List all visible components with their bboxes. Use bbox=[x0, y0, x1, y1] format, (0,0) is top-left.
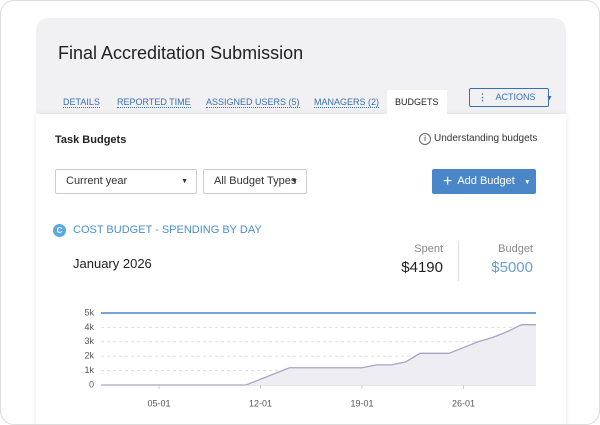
filter-dropdown[interactable]: Current year ▼ bbox=[55, 169, 197, 194]
line bbox=[101, 324, 536, 386]
spent-label: Spent bbox=[414, 243, 443, 255]
y-tick-label: 1k bbox=[84, 365, 94, 375]
y-tick-label: 5k bbox=[84, 307, 94, 317]
y-tick-label: 4k bbox=[84, 322, 94, 332]
filter-text: Current year bbox=[66, 175, 128, 187]
y-tick-label: 0 bbox=[89, 379, 94, 389]
x-tick-label: 26-01 bbox=[452, 398, 475, 408]
filter-text: All Budget Types bbox=[214, 175, 297, 187]
spent-value: $4190 bbox=[401, 259, 443, 276]
divider bbox=[458, 241, 459, 281]
actions-label: ACTIONS bbox=[495, 92, 536, 102]
budget-label: Budget bbox=[498, 243, 533, 255]
badge: C bbox=[53, 224, 66, 237]
actions-button[interactable]: ⋮ ACTIONS ▼ bbox=[469, 88, 553, 107]
tab[interactable]: REPORTED TIME bbox=[117, 97, 191, 108]
filter-dropdown[interactable]: All Budget Types ▼ bbox=[203, 169, 307, 194]
add-button[interactable]: + Add Budget ▼ bbox=[432, 169, 536, 194]
help-link[interactable]: i Understanding budgets bbox=[419, 133, 537, 145]
help-text: Understanding budgets bbox=[434, 133, 538, 144]
tab[interactable]: ASSIGNED USERS (5) bbox=[206, 97, 300, 108]
budget-value: $5000 bbox=[491, 259, 533, 276]
x-tick-label: 12-01 bbox=[249, 398, 272, 408]
tab[interactable]: BUDGETS bbox=[387, 90, 447, 114]
card-title: COST BUDGET - SPENDING BY DAY bbox=[73, 224, 262, 236]
header bbox=[36, 18, 566, 114]
tab[interactable]: MANAGERS (2) bbox=[314, 97, 380, 108]
tab[interactable]: DETAILS bbox=[63, 97, 100, 108]
area bbox=[101, 324, 536, 385]
add-text: Add Budget bbox=[457, 175, 515, 187]
period: January 2026 bbox=[73, 256, 152, 271]
page-title: Final Accreditation Submission bbox=[58, 43, 304, 63]
y-tick-label: 3k bbox=[84, 336, 94, 346]
y-tick-label: 2k bbox=[84, 351, 94, 361]
section-title: Task Budgets bbox=[55, 134, 127, 146]
x-tick-label: 05-01 bbox=[147, 398, 170, 408]
x-tick-label: 19-01 bbox=[350, 398, 373, 408]
chart: 0 1k 2k 3k 4k 5k 05-01 12-01 19-01 26-01 bbox=[84, 307, 536, 408]
